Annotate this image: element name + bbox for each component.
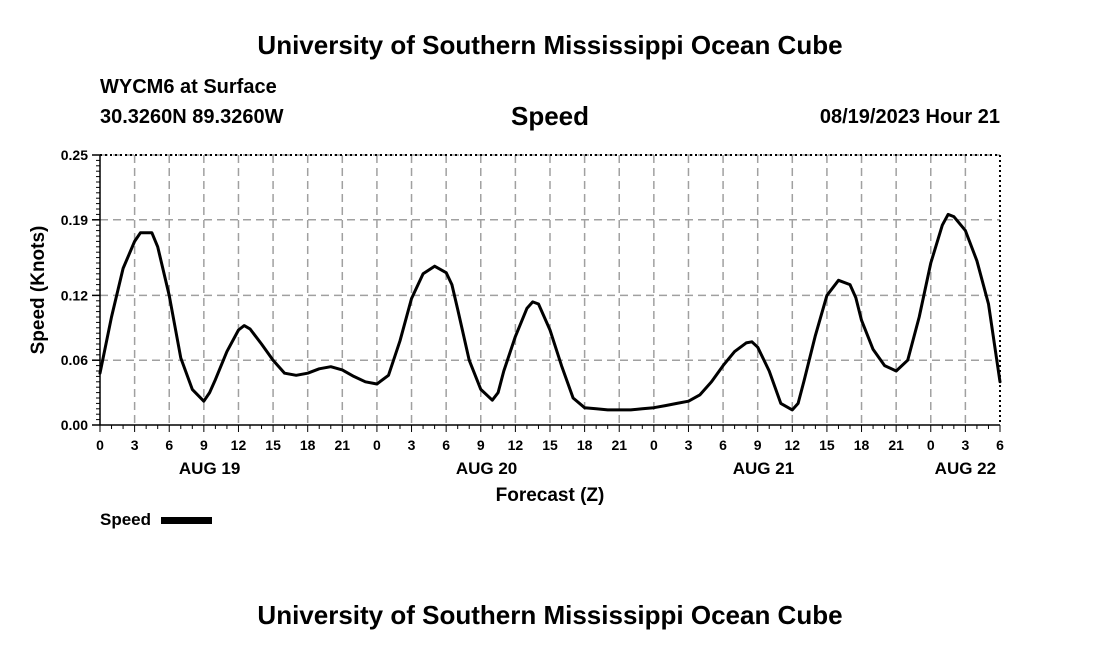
y-tick-label: 0.00 [61,417,88,433]
x-tick-label: 12 [508,437,524,453]
y-tick-label: 0.06 [61,352,88,368]
date-label: AUG 20 [456,459,517,478]
x-tick-label: 9 [754,437,762,453]
x-tick-label: 9 [477,437,485,453]
y-tick-label: 0.19 [61,212,88,228]
x-tick-label: 9 [200,437,208,453]
x-tick-label: 6 [996,437,1004,453]
x-tick-label: 0 [650,437,658,453]
x-tick-label: 6 [719,437,727,453]
chart-title-bottom: University of Southern Mississippi Ocean… [257,600,843,630]
datetime-label: 08/19/2023 Hour 21 [819,106,1000,128]
x-tick-label: 3 [131,437,139,453]
legend-swatch [161,517,212,524]
date-label: AUG 22 [935,459,996,478]
x-tick-label: 18 [577,437,593,453]
x-tick-label: 21 [888,437,904,453]
x-tick-label: 3 [685,437,693,453]
chart-title-top: University of Southern Mississippi Ocean… [257,30,843,60]
x-tick-label: 3 [408,437,416,453]
station-label: WYCM6 at Surface [100,76,277,98]
y-tick-label: 0.12 [61,287,88,303]
x-tick-label: 6 [165,437,173,453]
y-tick-label: 0.25 [61,147,88,163]
date-label: AUG 19 [179,459,240,478]
x-axis-label: Forecast (Z) [496,485,605,506]
x-tick-label: 18 [300,437,316,453]
plot-title: Speed [511,101,589,131]
x-tick-label: 12 [231,437,247,453]
x-tick-label: 6 [442,437,450,453]
x-tick-label: 0 [927,437,935,453]
x-tick-label: 12 [785,437,801,453]
x-tick-label: 15 [265,437,281,453]
x-tick-label: 0 [373,437,381,453]
x-tick-label: 3 [961,437,969,453]
date-label: AUG 21 [733,459,794,478]
x-tick-label: 15 [542,437,558,453]
legend-label: Speed [100,510,152,529]
x-tick-label: 0 [96,437,104,453]
x-tick-label: 21 [611,437,627,453]
x-tick-label: 15 [819,437,835,453]
x-tick-label: 21 [335,437,351,453]
series-line-speed [98,212,1002,412]
y-axis-label: Speed (Knots) [28,226,49,355]
x-tick-label: 18 [854,437,870,453]
coordinates-label: 30.3260N 89.3260W [100,106,284,128]
